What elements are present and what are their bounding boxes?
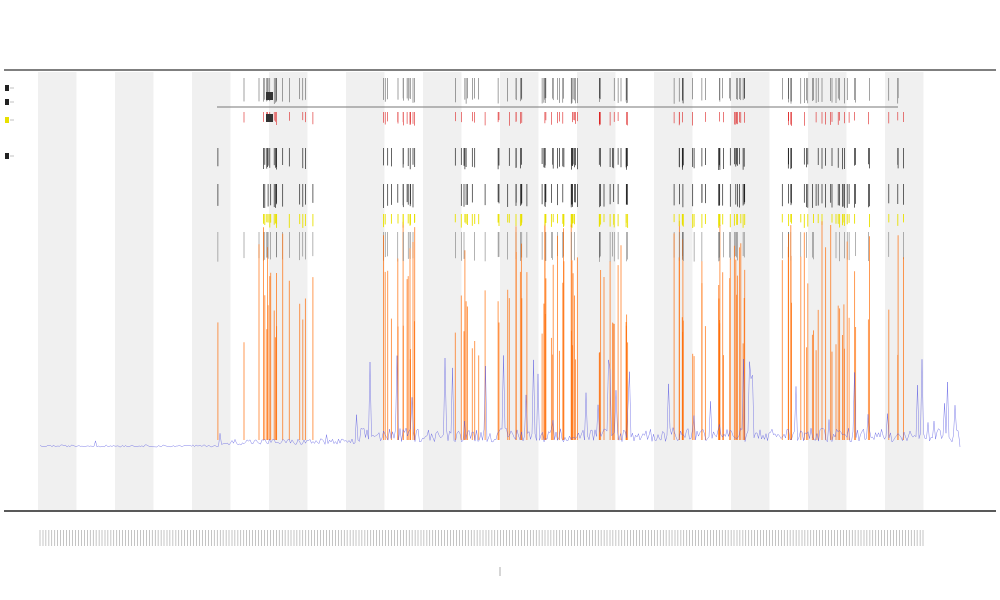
baseline-series-line	[39, 355, 961, 448]
shaded-band	[500, 72, 539, 510]
shaded-band	[115, 72, 154, 510]
shaded-band	[885, 72, 924, 510]
shaded-band	[731, 72, 770, 510]
track-marker-block	[266, 114, 273, 122]
shaded-band	[38, 72, 77, 510]
shaded-band	[346, 72, 385, 510]
legend-swatch	[5, 153, 9, 159]
shaded-band	[654, 72, 693, 510]
legend-swatch	[5, 85, 9, 91]
legend-swatch	[5, 117, 9, 123]
shaded-band	[192, 72, 231, 510]
shaded-band	[808, 72, 847, 510]
track-marker-block	[266, 92, 273, 100]
shaded-band	[423, 72, 462, 510]
shaded-band	[577, 72, 616, 510]
legend-swatch	[5, 99, 9, 105]
